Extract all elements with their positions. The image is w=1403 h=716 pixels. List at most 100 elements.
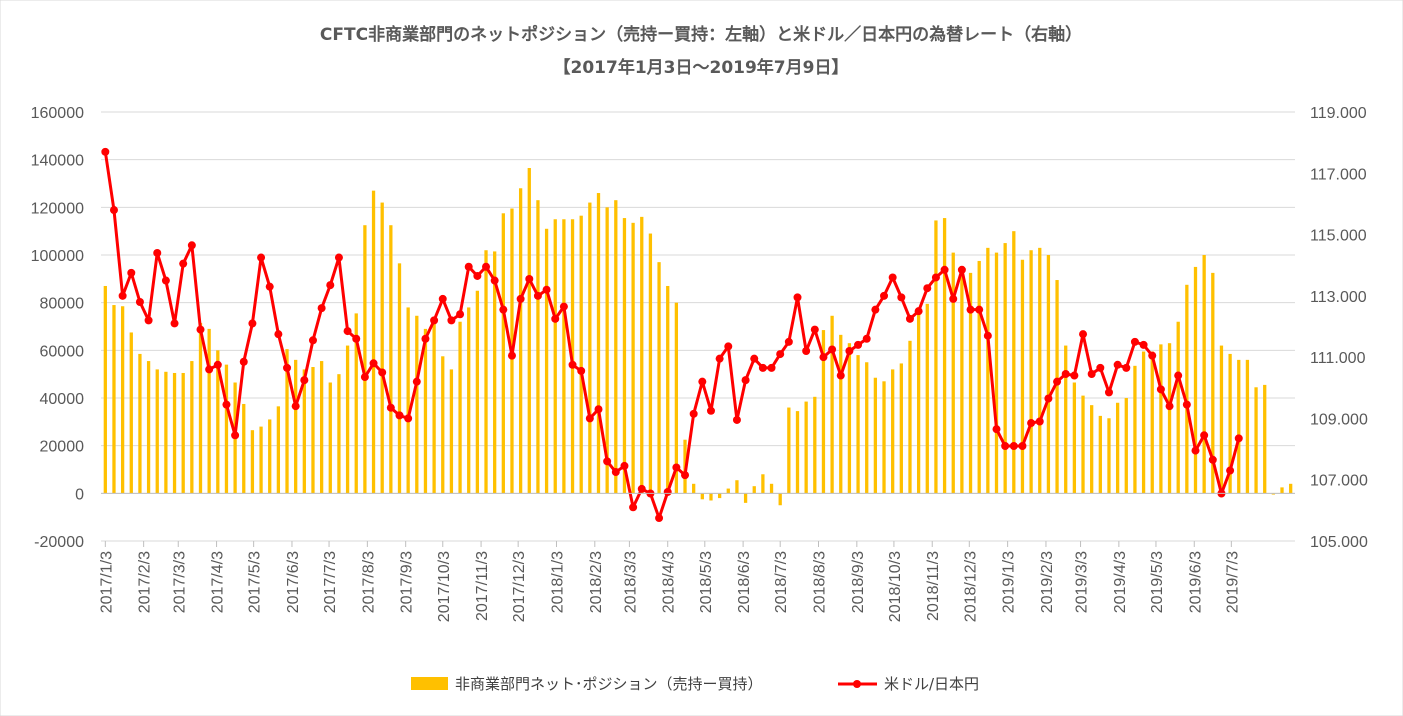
bar [501, 213, 505, 494]
bar [709, 493, 713, 501]
line-point [637, 484, 646, 493]
right-tick-label: 107.000 [1310, 473, 1368, 490]
bar [432, 318, 436, 494]
bar [882, 381, 886, 494]
x-tick-label: 2019/7/3 [1224, 551, 1241, 613]
bar [968, 272, 973, 494]
line-point [473, 271, 482, 280]
bar [614, 200, 618, 494]
line-point [231, 431, 240, 440]
bar [406, 307, 410, 494]
bar [1038, 247, 1042, 494]
line-point [905, 314, 914, 323]
bar [1280, 487, 1284, 494]
bar [268, 419, 272, 494]
bar [960, 270, 964, 494]
bar [553, 219, 557, 494]
line-point [257, 253, 266, 262]
bar [1245, 359, 1250, 494]
line-point [949, 294, 958, 303]
right-tick-label: 105.000 [1310, 534, 1368, 551]
bar [380, 202, 384, 494]
legend: 非商業部門ネット･ポジション（売持ー買持） 米ドル/日本円 [411, 675, 979, 693]
line-point [170, 319, 179, 328]
bar [294, 359, 298, 494]
line-point [620, 461, 629, 470]
x-tick-label: 2017/8/3 [360, 551, 377, 613]
line-point [1191, 446, 1200, 455]
bar [1219, 345, 1224, 494]
bar [337, 374, 341, 494]
bar [302, 369, 306, 494]
left-tick-label: -20000 [34, 534, 84, 551]
line-point [1208, 455, 1217, 464]
bar [328, 382, 332, 494]
x-tick-label: 2018/6/3 [736, 551, 753, 613]
bar [640, 216, 644, 494]
line-point [507, 351, 516, 360]
x-tick-label: 2017/9/3 [399, 551, 416, 613]
bar [250, 430, 255, 494]
line-point [810, 325, 819, 334]
line-point [187, 241, 196, 250]
left-tick-label: 80000 [40, 296, 85, 313]
bar [1055, 280, 1059, 494]
bar [518, 188, 523, 494]
line-point [1044, 394, 1053, 403]
line-point [689, 409, 698, 418]
bar [692, 483, 696, 494]
bar [1211, 272, 1215, 494]
x-tick-label: 2018/10/3 [887, 551, 904, 622]
bar [657, 262, 661, 494]
bar [475, 290, 480, 494]
line-point [101, 147, 110, 156]
line-point [291, 402, 300, 411]
left-tick-label: 20000 [40, 439, 85, 456]
bar [648, 233, 653, 494]
bar [951, 252, 955, 494]
right-tick-label: 115.000 [1310, 228, 1367, 245]
bar [354, 313, 358, 494]
line-point [127, 268, 136, 277]
line-point [931, 273, 940, 282]
x-tick-label: 2017/3/3 [171, 551, 188, 613]
line-point [793, 293, 802, 302]
bar [527, 168, 531, 494]
bar [787, 407, 791, 494]
line-point [551, 314, 560, 323]
bar [1012, 231, 1016, 494]
x-tick-label: 2017/5/3 [247, 551, 264, 613]
bar [112, 305, 116, 494]
bar [873, 377, 878, 494]
bar [717, 493, 722, 499]
x-tick-label: 2018/11/3 [925, 551, 942, 621]
line-point [196, 325, 205, 334]
line-point [1096, 363, 1105, 372]
line-point [1148, 351, 1157, 360]
bar [103, 285, 107, 494]
line-point [724, 342, 733, 351]
line-point [248, 319, 257, 328]
x-tick-label: 2017/10/3 [436, 551, 453, 622]
left-tick-label: 0 [75, 486, 84, 503]
line-point [404, 414, 413, 423]
bar [1081, 395, 1085, 494]
bar [1254, 387, 1258, 494]
bar [242, 403, 246, 494]
bar [839, 334, 843, 494]
right-axis: 105.000 107.000 109.000 111.000 113.000 115.0… [1310, 105, 1368, 551]
x-tick-label: 2017/7/3 [322, 551, 339, 613]
line-point [300, 376, 309, 385]
line-point [940, 265, 949, 274]
line-point [490, 276, 499, 285]
bar [198, 322, 203, 494]
bar [1064, 345, 1068, 494]
line-point [706, 406, 715, 415]
bar [371, 190, 376, 494]
line-point [681, 471, 690, 480]
bar [752, 486, 756, 494]
bar [986, 247, 990, 494]
line-point [378, 368, 387, 377]
left-axis: -20000 0 20000 40000 60000 80000 100000 120000 1… [31, 105, 84, 551]
line-point [430, 316, 439, 325]
